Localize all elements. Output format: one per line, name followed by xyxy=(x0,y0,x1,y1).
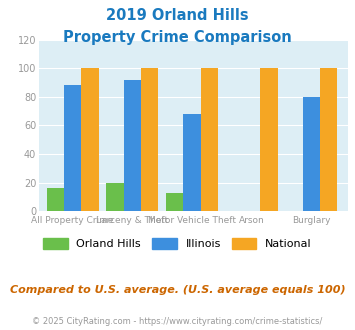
Bar xyxy=(64,85,81,211)
Text: All Property Crime: All Property Crime xyxy=(32,216,114,225)
Bar xyxy=(106,182,124,211)
Bar xyxy=(184,114,201,211)
Legend: Orland Hills, Illinois, National: Orland Hills, Illinois, National xyxy=(39,234,316,253)
Bar xyxy=(201,68,218,211)
Text: 2019 Orland Hills: 2019 Orland Hills xyxy=(106,8,249,23)
Bar xyxy=(141,68,158,211)
Text: Burglary: Burglary xyxy=(292,216,331,225)
Bar xyxy=(320,68,337,211)
Bar xyxy=(47,188,64,211)
Bar xyxy=(124,80,141,211)
Bar xyxy=(81,68,99,211)
Text: Arson: Arson xyxy=(239,216,264,225)
Bar xyxy=(303,97,320,211)
Bar xyxy=(260,68,278,211)
Text: Compared to U.S. average. (U.S. average equals 100): Compared to U.S. average. (U.S. average … xyxy=(10,285,345,295)
Text: Property Crime Comparison: Property Crime Comparison xyxy=(63,30,292,45)
Bar xyxy=(166,193,184,211)
Text: Motor Vehicle Theft: Motor Vehicle Theft xyxy=(148,216,236,225)
Text: Larceny & Theft: Larceny & Theft xyxy=(96,216,168,225)
Text: © 2025 CityRating.com - https://www.cityrating.com/crime-statistics/: © 2025 CityRating.com - https://www.city… xyxy=(32,317,323,326)
